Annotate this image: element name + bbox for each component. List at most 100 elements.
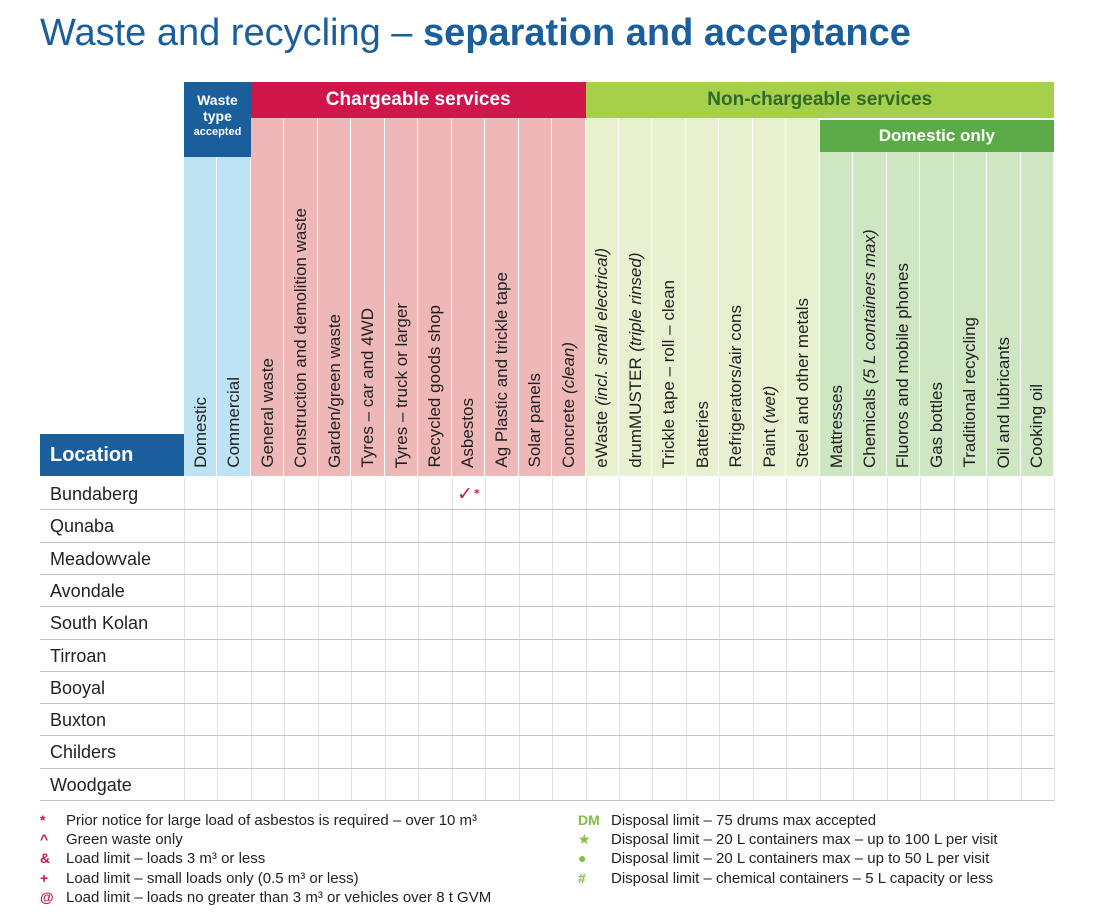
column-header <box>652 118 686 476</box>
cell-divider <box>752 736 754 768</box>
cell-symbol <box>418 510 451 542</box>
cell-divider <box>217 510 219 542</box>
column-header <box>786 118 820 476</box>
cell-symbol <box>887 704 920 736</box>
cell-symbol <box>418 543 451 575</box>
location: Bundaberg <box>50 484 139 504</box>
cell-divider <box>217 542 219 574</box>
cell-symbol <box>954 769 987 801</box>
cell-divider <box>585 607 587 639</box>
cell-divider <box>752 704 754 736</box>
legend-symbol: + <box>40 869 49 886</box>
cell-divider <box>652 574 654 607</box>
cell-divider <box>250 639 252 671</box>
cell-divider <box>685 736 687 768</box>
cell-divider <box>685 704 687 736</box>
cell-symbol <box>719 478 752 510</box>
cell-divider <box>819 671 821 704</box>
cell-divider <box>284 607 286 639</box>
cell-symbol <box>485 478 518 510</box>
cell-divider <box>552 510 554 542</box>
cell-divider <box>953 639 955 671</box>
cell-divider <box>351 607 353 639</box>
cell-symbol <box>586 736 619 768</box>
title-regular: Waste and recycling – <box>40 12 423 54</box>
cell-divider <box>953 736 955 768</box>
cell-divider <box>317 574 319 607</box>
cell-symbol <box>920 478 953 510</box>
cell-divider <box>585 736 587 768</box>
cell-divider <box>853 736 855 768</box>
cell-symbol <box>418 640 451 672</box>
cell-symbol <box>385 510 418 542</box>
cell-symbol <box>820 672 853 704</box>
cell-divider <box>953 768 955 800</box>
cell-divider <box>987 510 989 542</box>
cell-symbol <box>586 704 619 736</box>
cell-divider <box>451 639 453 671</box>
cell-divider <box>585 542 587 574</box>
cell-symbol <box>887 575 920 607</box>
location: Avondale <box>50 580 125 601</box>
cell-divider <box>719 478 721 510</box>
column-label-text: Refrigerators/air cons <box>726 305 746 468</box>
cell-symbol <box>786 704 819 736</box>
cell-symbol <box>184 736 217 768</box>
column-label: Tyres – truck or larger <box>392 303 412 468</box>
cell-divider <box>853 704 855 736</box>
cell-symbol <box>887 607 920 639</box>
cell-symbol <box>786 672 819 704</box>
cell-divider <box>184 736 185 768</box>
cell-divider <box>987 704 989 736</box>
group-header: Waste type accepted <box>184 82 251 157</box>
cell-divider <box>685 768 687 800</box>
column-label: Recycled goods shop <box>425 305 445 468</box>
cell-divider <box>284 704 286 736</box>
cell-divider <box>920 574 922 607</box>
cell-divider <box>451 478 453 510</box>
column-header <box>752 118 787 476</box>
row-line <box>40 509 1054 511</box>
cell-symbol <box>887 510 920 542</box>
column-label-text: drumMUSTER <box>625 357 645 468</box>
cell-divider <box>819 639 821 671</box>
cell-symbol <box>1021 478 1054 510</box>
cell-divider <box>1020 639 1022 671</box>
cell-divider <box>518 768 520 800</box>
cell-divider <box>819 574 821 607</box>
cell-divider <box>987 736 989 768</box>
cell-divider <box>920 478 922 510</box>
cell-divider <box>351 542 353 574</box>
cell-symbol <box>686 736 719 768</box>
cell-divider <box>284 542 286 574</box>
legend-symbol: ^ <box>40 831 49 848</box>
cell-symbol <box>719 640 752 672</box>
cell-symbol <box>820 640 853 672</box>
column-header <box>418 118 452 476</box>
column-label: Paint (wet) <box>760 386 780 468</box>
cell-divider <box>652 607 654 639</box>
cell-symbol <box>251 543 284 575</box>
column-label: Chemicals (5 L containers max) <box>860 229 880 468</box>
cell-symbol <box>284 640 317 672</box>
cell-divider <box>351 671 353 704</box>
cell-divider <box>317 607 319 639</box>
column-label-text: Trickle tape – roll – clean <box>659 279 679 468</box>
cell-symbol <box>385 640 418 672</box>
cell-divider <box>752 607 754 639</box>
cell-divider <box>819 542 821 574</box>
cell-divider <box>552 639 554 671</box>
cell-symbol <box>786 510 819 542</box>
location: Qunaba <box>50 516 115 537</box>
legend-text: Load limit – small loads only (0.5 m³ or… <box>66 869 359 887</box>
cell-divider <box>217 574 219 607</box>
cell-symbol <box>351 543 384 575</box>
cell-symbol <box>251 478 284 510</box>
cell-divider <box>920 704 922 736</box>
cell-symbol <box>1021 510 1054 542</box>
cell-symbol <box>318 769 351 801</box>
cell-symbol <box>586 607 619 639</box>
column-label-text: Garden/green waste <box>324 313 344 468</box>
column-label: Concrete (clean) <box>559 342 579 468</box>
cell-divider <box>619 704 620 736</box>
